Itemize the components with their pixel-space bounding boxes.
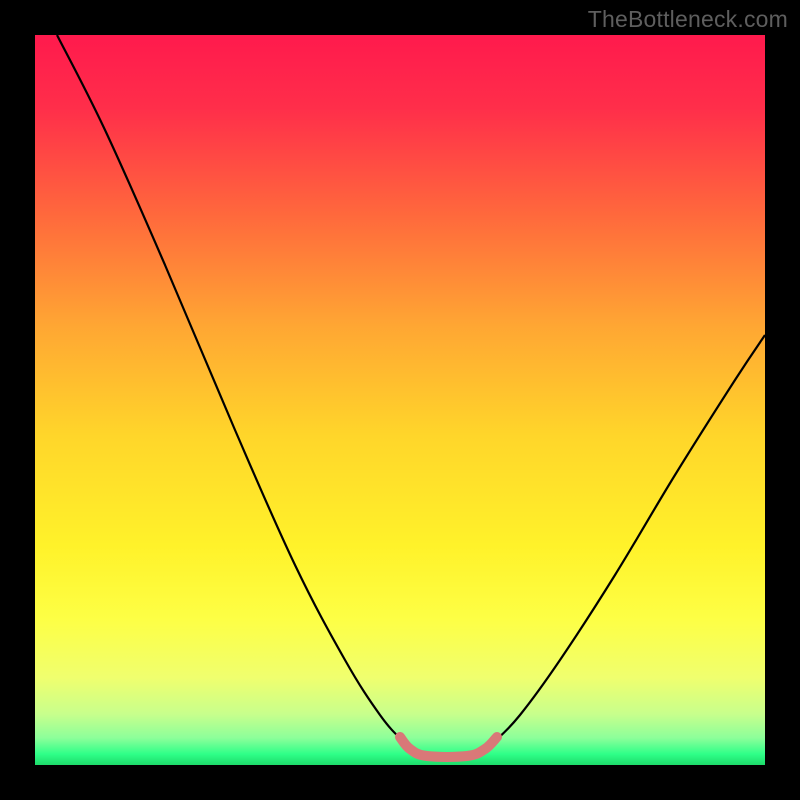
curve-path (57, 35, 765, 757)
bottleneck-chart (35, 35, 765, 765)
valley-highlight-path (400, 737, 497, 757)
bottleneck-curve (35, 35, 765, 765)
watermark-text: TheBottleneck.com (588, 6, 788, 33)
